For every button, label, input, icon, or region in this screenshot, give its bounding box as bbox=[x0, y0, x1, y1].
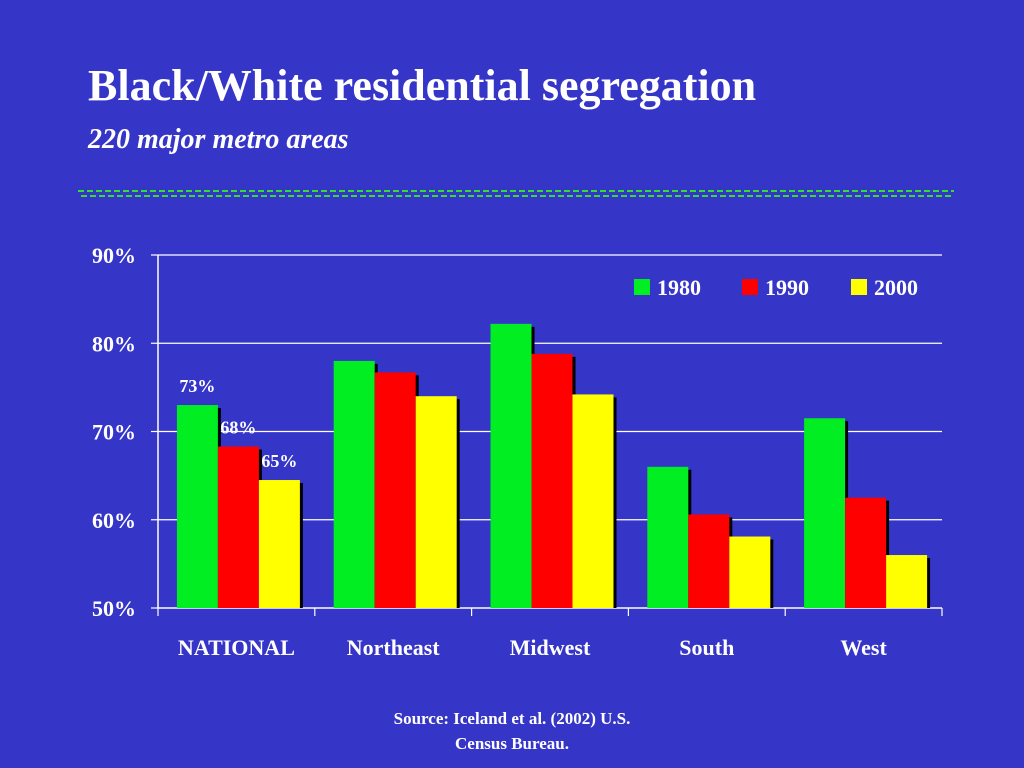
y-tick-label: 80% bbox=[92, 331, 136, 356]
bar-1990-west bbox=[845, 497, 887, 608]
bar-1990-northeast bbox=[374, 372, 416, 608]
bar-2000-northeast bbox=[415, 396, 457, 608]
bar-2000-midwest bbox=[572, 394, 614, 608]
bar-2000-west bbox=[886, 555, 928, 608]
y-tick-label: 60% bbox=[92, 508, 136, 533]
data-label: 73% bbox=[179, 376, 215, 396]
y-tick-label: 90% bbox=[92, 243, 136, 268]
x-tick-label: Midwest bbox=[510, 635, 591, 660]
x-tick-label: NATIONAL bbox=[178, 635, 295, 660]
bar-1980-midwest bbox=[490, 323, 532, 608]
x-tick-label: West bbox=[840, 635, 887, 660]
bar-1990-south bbox=[688, 514, 730, 608]
bar-1980-west bbox=[804, 418, 846, 608]
x-tick-label: South bbox=[679, 635, 734, 660]
decorative-divider bbox=[78, 190, 954, 198]
bar-1990-national bbox=[217, 446, 259, 608]
slide-subtitle: 220 major metro areas bbox=[88, 124, 349, 155]
legend-swatch-1980 bbox=[634, 279, 650, 295]
y-tick-label: 70% bbox=[92, 420, 136, 445]
y-tick-label: 50% bbox=[92, 596, 136, 621]
legend-swatch-1990 bbox=[742, 279, 758, 295]
bar-2000-national bbox=[258, 480, 300, 608]
bar-1990-midwest bbox=[531, 353, 573, 608]
bar-1980-northeast bbox=[333, 360, 375, 608]
legend-label-1980: 1980 bbox=[657, 275, 701, 300]
bar-1980-south bbox=[647, 466, 689, 608]
legend-swatch-2000 bbox=[851, 279, 867, 295]
source-line-1: Source: Iceland et al. (2002) U.S. bbox=[393, 709, 631, 728]
bar-1980-national bbox=[176, 405, 218, 608]
legend-label-1990: 1990 bbox=[765, 275, 809, 300]
bar-chart: 50% 60% 70% 80% 90% NATIONAL Northeast Midwest S… bbox=[92, 243, 943, 660]
bar-2000-south bbox=[729, 536, 771, 608]
slide-title: Black/White residential segregation bbox=[88, 61, 757, 110]
source-note: Source: Iceland et al. (2002) U.S. Censu… bbox=[312, 706, 712, 756]
source-line-2: Census Bureau. bbox=[455, 734, 569, 753]
x-tick-label: Northeast bbox=[347, 635, 441, 660]
data-label: 68% bbox=[220, 418, 256, 438]
data-label: 65% bbox=[261, 451, 297, 471]
legend-label-2000: 2000 bbox=[874, 275, 918, 300]
